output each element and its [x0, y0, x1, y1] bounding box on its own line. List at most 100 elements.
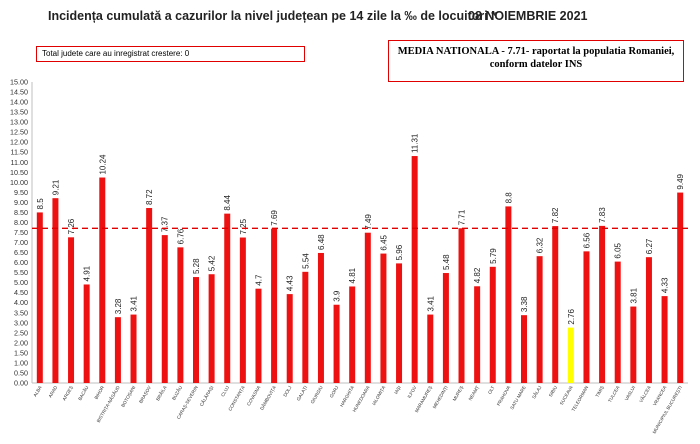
x-tick-label: MUNICIPIUL BUCUREȘTI	[652, 385, 683, 434]
y-tick-label: 6.50	[14, 248, 28, 257]
x-tick-label: ARAD	[48, 384, 59, 398]
bar-dolj	[286, 294, 293, 383]
bar-călărași	[208, 274, 215, 383]
x-tick-label: VÂLCEA	[638, 384, 653, 404]
x-tick-label: SUCEAVA	[559, 384, 574, 406]
bar-ialomița	[380, 253, 387, 383]
bar-value-label: 5.28	[192, 258, 201, 274]
y-tick-label: 7.50	[14, 228, 28, 237]
bar-value-label: 11.31	[411, 133, 420, 153]
growth-info-box: Total judete care au inregistrat crester…	[36, 46, 305, 62]
bar-value-label: 3.41	[426, 295, 435, 311]
bar-value-label: 3.28	[114, 298, 123, 314]
x-tick-label: ARGEȘ	[62, 385, 74, 401]
bar-value-label: 5.48	[442, 254, 451, 270]
x-tick-label: SĂLAJ	[530, 385, 542, 400]
x-tick-label: PRAHOVA	[496, 384, 512, 406]
x-tick-label: GALAȚI	[296, 385, 309, 402]
x-tick-label: ILFOV	[407, 384, 418, 399]
y-tick-label: 1.00	[14, 358, 28, 367]
y-tick-label: 6.00	[14, 258, 28, 267]
bar-value-label: 3.81	[629, 287, 638, 303]
bar-alba	[36, 212, 43, 383]
bar-value-label: 5.96	[395, 244, 404, 260]
bar-buzău	[177, 247, 184, 383]
bar-ilfov	[411, 156, 418, 383]
bar-value-label: 6.45	[379, 234, 388, 250]
bar-value-label: 6.05	[614, 242, 623, 258]
bar-value-label: 8.8	[504, 192, 513, 204]
x-tick-label: HARGHITA	[339, 384, 355, 408]
x-tick-label: SATU MARE	[509, 385, 527, 410]
y-tick-label: 5.00	[14, 278, 28, 287]
y-tick-label: 2.00	[14, 338, 28, 347]
bar-value-label: 3.41	[130, 295, 139, 311]
bar-mehedinți	[442, 273, 449, 383]
bar-value-label: 2.76	[567, 308, 576, 324]
y-tick-label: 13.00	[10, 118, 28, 127]
bar-sălaj	[536, 256, 543, 383]
bar-maramureș	[427, 314, 434, 383]
bar-botoșani	[130, 314, 137, 383]
bar-suceava	[567, 327, 574, 383]
bar-dâmbovița	[271, 228, 278, 383]
bar-municipiul-bucurești	[677, 192, 684, 383]
bar-value-label: 7.82	[551, 207, 560, 223]
y-tick-label: 11.00	[11, 158, 28, 167]
bar-brăila	[161, 235, 168, 383]
bar-value-label: 6.32	[536, 237, 545, 253]
bar-value-label: 8.5	[36, 198, 45, 210]
x-tick-label: IAȘI	[393, 385, 402, 395]
bar-value-label: 4.91	[83, 265, 92, 281]
bar-value-label: 6.27	[645, 238, 654, 254]
x-tick-label: MEHEDINȚI	[432, 385, 449, 409]
y-tick-label: 0.00	[14, 379, 28, 388]
bar-bistrița-năsăud	[114, 317, 121, 383]
bar-value-label: 7.37	[161, 216, 170, 232]
bar-argeș	[68, 237, 75, 383]
bar-timiș	[599, 225, 606, 383]
bar-value-label: 4.82	[473, 267, 482, 283]
x-tick-label: TELEORMAN	[571, 385, 590, 412]
bar-value-label: 3.9	[333, 290, 342, 302]
bar-value-label: 4.81	[348, 267, 357, 283]
bar-vâlcea	[645, 257, 652, 383]
bar-value-label: 7.71	[458, 209, 467, 225]
bar-value-label: 5.54	[301, 253, 310, 269]
bar-brașov	[146, 208, 153, 383]
y-tick-label: 4.50	[14, 288, 28, 297]
y-tick-label: 9.50	[14, 188, 28, 197]
bar-value-label: 9.21	[51, 179, 60, 195]
x-tick-label: VASLUI	[624, 385, 636, 401]
x-tick-label: MUREȘ	[452, 385, 465, 402]
x-tick-label: MARAMUREȘ	[414, 385, 433, 413]
bar-vrancea	[661, 296, 668, 383]
chart-title: Incidența cumulată a cazurilor la nivel …	[48, 9, 497, 23]
y-tick-label: 8.00	[14, 218, 28, 227]
y-tick-label: 4.00	[14, 298, 28, 307]
y-tick-label: 9.00	[14, 198, 28, 207]
x-tick-label: CĂLĂRAȘI	[198, 385, 215, 408]
y-tick-label: 12.50	[10, 128, 28, 137]
x-tick-label: TULCEA	[607, 384, 621, 403]
y-tick-label: 15.00	[10, 78, 28, 87]
bar-mureș	[458, 228, 465, 383]
y-tick-label: 8.50	[14, 208, 28, 217]
bar-prahova	[505, 206, 512, 383]
x-tick-label: BOTOȘANI	[120, 385, 136, 408]
bar-covasna	[255, 288, 262, 383]
x-tick-label: BUZĂU	[170, 385, 183, 401]
x-tick-label: SIBIU	[548, 385, 558, 398]
y-tick-label: 13.50	[10, 108, 28, 117]
x-tick-label: ALBA	[32, 384, 43, 397]
x-tick-label: GORJ	[329, 385, 340, 399]
x-tick-label: COVASNA	[246, 384, 262, 406]
y-tick-label: 2.50	[14, 328, 28, 337]
bar-value-label: 8.72	[145, 189, 154, 205]
bar-value-label: 3.38	[520, 296, 529, 312]
bar-value-label: 6.56	[582, 232, 591, 248]
y-tick-label: 10.00	[10, 178, 28, 187]
x-tick-label: BRAȘOV	[138, 384, 152, 404]
y-tick-label: 7.00	[14, 238, 28, 247]
bar-value-label: 7.69	[270, 210, 279, 226]
